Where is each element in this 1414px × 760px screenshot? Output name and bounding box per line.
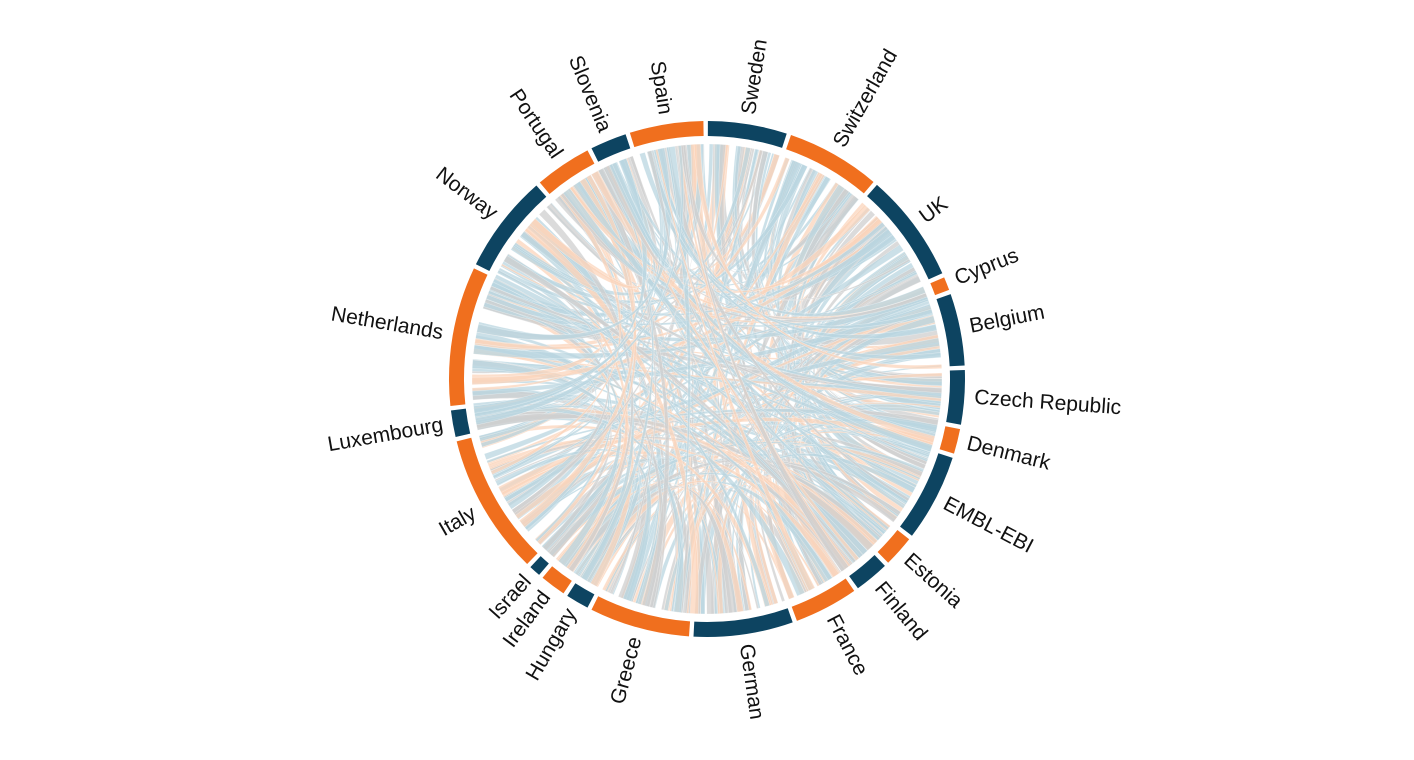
- segment-label-belgium: Belgium: [968, 301, 1047, 338]
- segment-arc-denmark: [939, 426, 961, 454]
- ribbon-spain-france-367: [655, 149, 816, 592]
- ribbon-netherlands-greece-291: [472, 359, 641, 595]
- ribbon-portugal-denmark-339: [591, 170, 936, 444]
- ribbon-layer: [471, 143, 943, 615]
- segment-label-denmark: Denmark: [964, 432, 1053, 475]
- segment-arc-embl-ebi: [900, 453, 953, 536]
- ribbon-portugal-italy-342: [490, 192, 622, 475]
- segment-label-greece: Greece: [606, 634, 646, 707]
- segment-label-sweden: Sweden: [737, 37, 772, 116]
- segment-label-cyprus: Cyprus: [951, 244, 1021, 290]
- segment-arc-netherlands: [448, 268, 488, 406]
- segment-arc-ireland: [542, 566, 572, 594]
- segment-label-embl-ebi: EMBL-EBI: [940, 492, 1038, 558]
- ribbon-portugal-greece-338: [590, 170, 670, 608]
- segment-label-france: France: [822, 611, 873, 680]
- segment-arc-finland: [849, 554, 885, 589]
- ribbon-spain-slovenia-363: [611, 146, 680, 268]
- ribbon-italy-netherlands-260: [471, 364, 592, 442]
- ribbon-spain-italy-361: [511, 143, 704, 514]
- segment-arc-switzerland: [786, 135, 874, 194]
- ribbon-slovenia-belgium-350: [619, 159, 933, 329]
- segment-label-switzerland: Switzerland: [829, 45, 903, 151]
- segment-arc-spain: [629, 121, 704, 148]
- segment-arc-cyprus: [930, 277, 950, 296]
- ribbon-portugal-italy-337: [519, 174, 637, 528]
- segment-arc-layer: [448, 121, 965, 638]
- segment-label-german: German: [735, 642, 769, 720]
- segment-label-finland: Finland: [870, 577, 932, 645]
- segment-arc-czech-republic: [946, 370, 965, 425]
- ribbon-spain-finland-371: [682, 144, 849, 572]
- segment-arc-uk: [867, 184, 943, 280]
- ribbon-netherlands-italy-287: [475, 330, 597, 479]
- segment-arc-luxembourg: [450, 408, 471, 438]
- segment-arc-estonia: [877, 529, 910, 563]
- segment-label-slovenia: Slovenia: [564, 52, 616, 136]
- ribbon-spain-luxembourg-368: [475, 145, 684, 426]
- segment-arc-slovenia: [591, 134, 631, 162]
- segment-arc-german: [693, 608, 793, 638]
- ribbon-italy-denmark-258: [486, 408, 938, 464]
- segment-arc-portugal: [539, 150, 595, 194]
- ribbon-norway-german-326: [524, 223, 699, 615]
- ribbon-spain-belgium-370: [693, 143, 942, 370]
- segment-label-portugal: Portugal: [505, 85, 568, 163]
- ribbon-netherlands-france-284: [472, 358, 806, 597]
- ribbon-norway-ireland-330: [538, 209, 634, 573]
- segment-label-uk: UK: [915, 192, 952, 228]
- ribbon-norway-switzerland-320: [503, 163, 808, 304]
- segment-label-luxembourg: Luxembourg: [326, 413, 445, 456]
- segment-arc-israel: [530, 556, 549, 575]
- segment-arc-belgium: [936, 294, 965, 367]
- ribbon-portugal-embl-ebi-343: [573, 181, 906, 509]
- ribbon-portugal-uk-344: [569, 186, 883, 294]
- ribbon-spain-finland-365: [677, 145, 851, 570]
- segment-arc-norway: [475, 185, 547, 271]
- segment-arc-hungary: [567, 583, 595, 608]
- ribbon-spain-slovenia-369: [603, 150, 671, 270]
- segment-label-spain: Spain: [646, 59, 677, 116]
- segment-arc-italy: [456, 437, 538, 564]
- segment-arc-greece: [591, 596, 691, 637]
- segment-label-netherlands: Netherlands: [329, 302, 444, 344]
- segment-arc-sweden: [707, 121, 787, 148]
- segment-label-czech-republic: Czech Republic: [974, 386, 1122, 419]
- segment-arc-france: [791, 578, 855, 621]
- segment-label-italy: Italy: [435, 502, 480, 541]
- segment-label-norway: Norway: [431, 163, 502, 225]
- ribbon-portugal-france-341: [597, 170, 809, 592]
